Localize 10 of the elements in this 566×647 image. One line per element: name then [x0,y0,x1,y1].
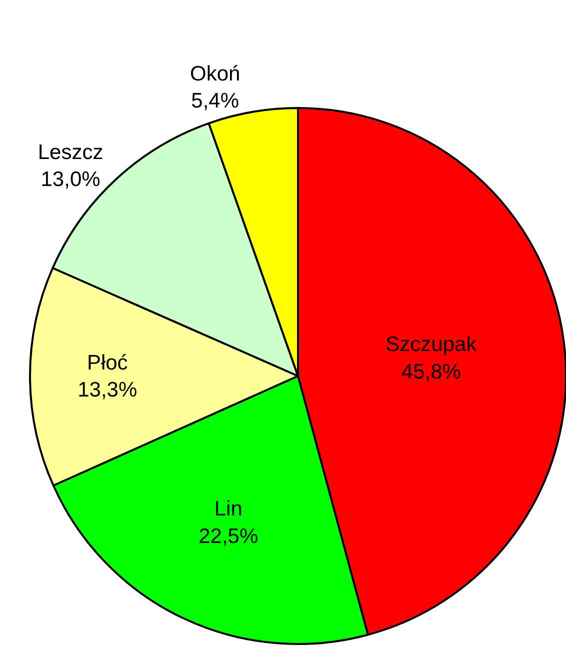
data-label: 13,3% [78,378,138,402]
slice-label: Płoć [86,351,128,374]
slice-label: Leszcz [38,140,104,164]
slice-label: Szczupak [386,333,478,356]
data-label: 45,8% [401,360,461,384]
data-label: 5,4% [191,90,240,113]
slice-label: Okoń [190,62,240,86]
data-label: 22,5% [198,524,258,548]
data-label: 13,0% [40,168,100,192]
slice-label: Lin [214,498,242,521]
